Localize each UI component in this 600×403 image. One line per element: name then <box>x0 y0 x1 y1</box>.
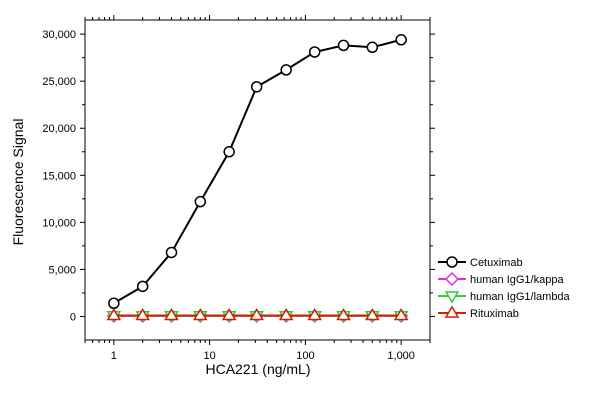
data-point <box>393 308 409 321</box>
data-point <box>193 308 208 321</box>
legend-label: human IgG1/lambda <box>470 291 571 303</box>
data-point <box>135 308 150 321</box>
data-point <box>136 280 149 293</box>
data-point <box>395 34 407 46</box>
data-series <box>106 34 409 324</box>
series-line <box>113 38 402 305</box>
series-1 <box>108 34 407 310</box>
x-tick-label: 10 <box>203 350 215 362</box>
data-point <box>106 308 122 321</box>
data-point <box>194 195 207 208</box>
legend: Cetuximab human IgG1/kappa human IgG1/lamb… <box>438 256 571 320</box>
y-axis-title: Fluorescence Signal <box>10 119 26 246</box>
legend-label: Cetuximab <box>470 257 523 269</box>
data-point <box>221 308 237 321</box>
y-tick-label: 0 <box>70 311 76 323</box>
legend-marker <box>444 291 460 304</box>
legend-item: Rituximab <box>438 305 519 320</box>
data-point <box>278 308 294 321</box>
data-point <box>337 39 350 52</box>
y-tick-label: 15,000 <box>42 170 76 182</box>
y-tick-label: 10,000 <box>42 217 76 229</box>
series-4 <box>106 308 409 321</box>
legend-marker <box>444 271 460 287</box>
data-point <box>165 246 178 259</box>
data-point <box>249 308 264 321</box>
y-tick-label: 30,000 <box>42 29 76 41</box>
axes <box>84 19 431 341</box>
legend-marker <box>444 305 460 318</box>
legend-marker <box>446 256 458 268</box>
legend-item: human IgG1/lambda <box>438 291 571 304</box>
x-axis-title: HCA221 (ng/mL) <box>205 361 310 377</box>
y-tick-label: 20,000 <box>42 123 76 135</box>
data-point <box>164 308 179 321</box>
data-point <box>366 41 379 54</box>
data-point <box>108 297 120 310</box>
data-point <box>308 46 321 58</box>
data-point <box>250 81 263 93</box>
data-point <box>336 308 351 321</box>
legend-label: Rituximab <box>470 308 519 320</box>
x-tick-label: 1,000 <box>387 350 415 362</box>
y-tick-label: 5,000 <box>48 264 76 276</box>
legend-label: human IgG1/kappa <box>470 274 564 286</box>
legend-item: Cetuximab <box>438 256 523 269</box>
y-tick-label: 25,000 <box>42 76 76 88</box>
legend-item: human IgG1/kappa <box>438 271 564 287</box>
x-tick-label: 1 <box>111 350 117 362</box>
plot-frame <box>84 19 431 341</box>
data-point <box>223 146 235 158</box>
data-point <box>280 64 292 76</box>
x-tick-label: 100 <box>296 350 314 362</box>
data-point <box>365 308 380 321</box>
data-point <box>307 308 322 321</box>
axis-ticks: 1 10 100 1,000 0 5,000 10,000 15,000 20,000 25,00… <box>42 15 435 362</box>
